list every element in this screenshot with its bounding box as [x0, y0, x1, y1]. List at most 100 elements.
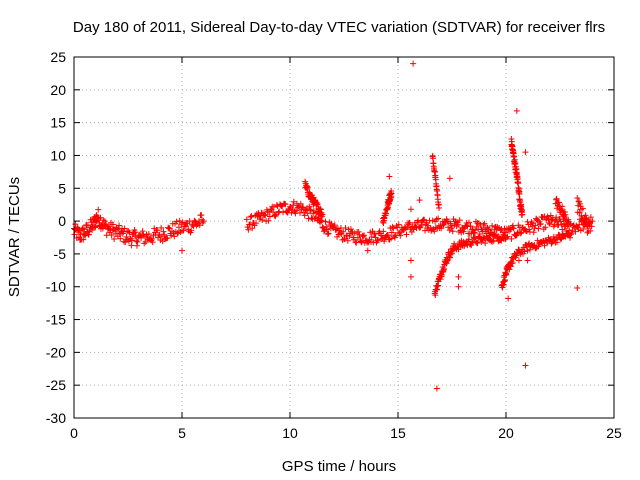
data-point: [132, 233, 139, 240]
data-point: [579, 205, 586, 212]
data-point: [132, 229, 139, 236]
outlier-point: [416, 197, 423, 204]
data-point: [374, 237, 381, 244]
data-point: [541, 242, 548, 249]
data-point: [245, 226, 252, 233]
data-point: [310, 210, 317, 217]
data-point: [198, 212, 205, 219]
data-point: [481, 220, 488, 227]
data-point: [474, 240, 481, 247]
data-point: [567, 234, 574, 241]
data-point: [190, 223, 197, 230]
data-point: [200, 218, 207, 225]
data-point: [510, 225, 517, 232]
data-point: [324, 226, 331, 233]
data-point: [114, 226, 121, 233]
data-point: [301, 212, 308, 219]
data-point: [297, 209, 304, 216]
data-point: [108, 231, 115, 238]
y-tick-label: -10: [46, 279, 66, 295]
data-point: [189, 221, 196, 228]
data-point: [460, 228, 467, 235]
data-point: [262, 212, 269, 219]
data-point: [447, 251, 454, 258]
data-point: [171, 233, 178, 240]
data-point: [253, 220, 260, 227]
data-point: [307, 207, 314, 214]
data-points: [71, 60, 596, 392]
data-point: [519, 211, 526, 218]
data-point: [357, 238, 364, 245]
outlier-point: [364, 247, 371, 254]
data-point: [281, 200, 288, 207]
data-point: [92, 223, 99, 230]
data-point: [101, 218, 108, 225]
data-point: [572, 228, 579, 235]
outlier-point: [407, 206, 414, 213]
y-tick-label: 5: [58, 180, 66, 196]
data-point: [502, 277, 509, 284]
data-point: [72, 221, 79, 228]
outlier-point: [522, 149, 529, 156]
data-point: [403, 231, 410, 238]
data-point: [553, 214, 560, 221]
x-tick-label: 0: [70, 425, 78, 441]
data-point: [500, 281, 507, 288]
data-point: [133, 238, 140, 245]
data-point: [123, 233, 130, 240]
data-point: [109, 221, 116, 228]
data-point: [553, 239, 560, 246]
y-tick-label: -30: [46, 410, 66, 426]
outlier-point: [407, 273, 414, 280]
data-point: [380, 228, 387, 235]
data-point: [160, 228, 167, 235]
data-point: [530, 229, 537, 236]
y-tick-label: -15: [46, 312, 66, 328]
y-tick-label: 0: [58, 213, 66, 229]
data-point: [526, 246, 533, 253]
data-point: [503, 271, 510, 278]
data-point: [314, 200, 321, 207]
data-point: [129, 237, 136, 244]
data-point: [486, 226, 493, 233]
data-point: [395, 221, 402, 228]
data-point: [547, 212, 554, 219]
data-point: [196, 222, 203, 229]
data-point: [381, 238, 388, 245]
data-point: [535, 225, 542, 232]
y-tick-label: -20: [46, 344, 66, 360]
data-point: [324, 231, 331, 238]
data-point: [353, 239, 360, 246]
x-tick-label: 5: [178, 425, 186, 441]
data-point: [352, 239, 359, 246]
data-point: [247, 213, 254, 220]
data-point: [521, 248, 528, 255]
data-point: [361, 232, 368, 239]
axes: 0 5 10 15 20 25 -30 -25 -20 -15 -10 -5 0 5 10 15 20 25: [46, 49, 622, 441]
data-point: [531, 225, 538, 232]
data-point: [576, 209, 583, 216]
data-point: [344, 237, 351, 244]
data-point: [161, 231, 168, 238]
data-point: [465, 236, 472, 243]
data-point: [384, 231, 391, 238]
x-axis-label: GPS time / hours: [282, 458, 396, 475]
data-point: [139, 228, 146, 235]
y-tick-label: 20: [50, 82, 66, 98]
data-point: [397, 232, 404, 239]
data-point: [509, 222, 516, 229]
outlier-point: [455, 283, 462, 290]
data-point: [406, 219, 413, 226]
data-point: [116, 222, 123, 229]
data-point: [388, 229, 395, 236]
outlier-point: [515, 257, 522, 264]
data-point: [489, 222, 496, 229]
data-point: [79, 225, 86, 232]
data-point: [99, 225, 106, 232]
data-point: [388, 235, 395, 242]
data-point: [297, 200, 304, 207]
data-point: [106, 223, 113, 230]
y-tick-label: 10: [50, 147, 66, 163]
data-point: [176, 217, 183, 224]
data-point: [265, 217, 272, 224]
